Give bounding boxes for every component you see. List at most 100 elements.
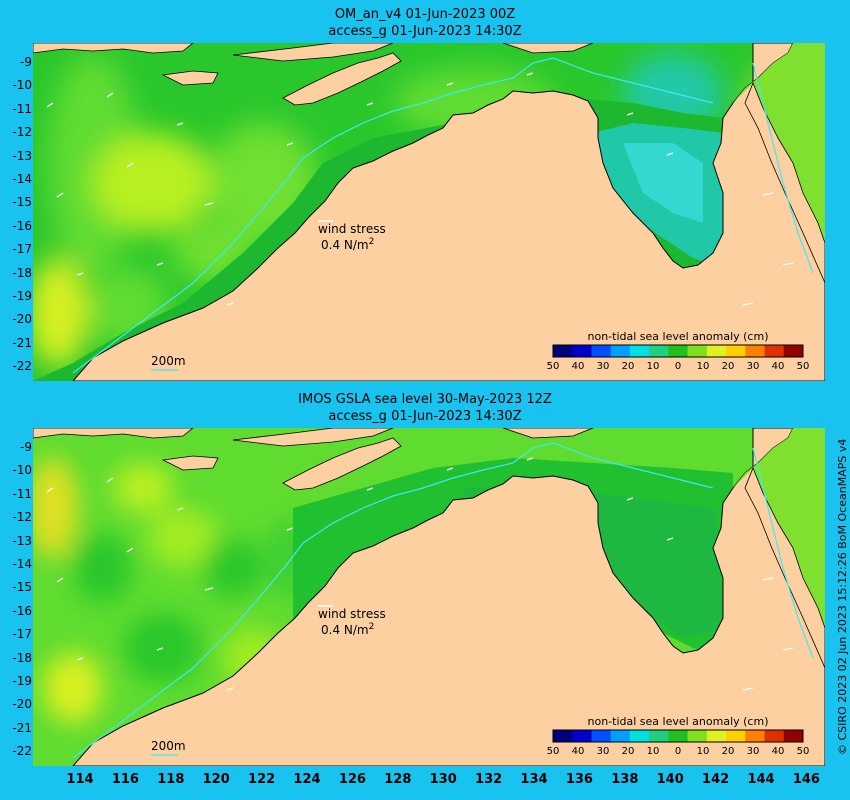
- bottom-title-line2: access_g 01-Jun-2023 14:30Z: [328, 409, 522, 424]
- longitude-label: 120: [202, 772, 230, 787]
- latitude-label: -15: [12, 580, 32, 595]
- bottom-map-svg: wind stress 0.4 N/m2 200m non-tidal sea …: [33, 428, 825, 766]
- bottom-map-panel: wind stress 0.4 N/m2 200m non-tidal sea …: [33, 428, 825, 766]
- longitude-label: 134: [520, 772, 548, 787]
- flores-island: [232, 43, 394, 62]
- latitude-label: -21: [12, 335, 32, 350]
- latitude-label: -9: [20, 440, 32, 454]
- latitude-label: -11: [12, 101, 32, 116]
- colorbar-tick-label: 0: [675, 746, 681, 757]
- australia-mainland: [72, 43, 825, 381]
- colorbar-tick-label: 40: [572, 361, 585, 372]
- colorbar-swatch: [706, 345, 727, 357]
- isobath-200m-east: [752, 62, 814, 274]
- isobath-200m-east: [752, 447, 814, 659]
- wind-stress-vectors: [46, 457, 794, 691]
- isobath-200m: [72, 442, 714, 759]
- latitude-label: -15: [12, 195, 32, 210]
- latitude-label: -12: [12, 125, 32, 140]
- colorbar-swatch: [668, 730, 689, 742]
- colorbar-swatch: [745, 730, 766, 742]
- colorbar-tick-label: 50: [797, 361, 810, 372]
- coral-sea-field: [733, 43, 825, 243]
- latitude-label: -22: [12, 744, 32, 759]
- timor-island: [282, 437, 402, 491]
- isobath-label: 200m: [151, 354, 186, 368]
- colorbar-swatch: [553, 345, 573, 357]
- wind-stress-label: wind stress: [318, 607, 386, 621]
- colorbar-tick-label: 10: [647, 361, 660, 372]
- longitude-label: 140: [656, 772, 684, 787]
- longitude-label: 126: [338, 772, 366, 787]
- latitude-label: -18: [12, 265, 32, 280]
- latitude-label: -16: [12, 218, 32, 233]
- colorbar-swatch: [687, 345, 708, 357]
- gulf-anomaly-core: [623, 143, 703, 223]
- longitude-label: 138: [611, 772, 639, 787]
- latitude-label: -21: [12, 720, 32, 735]
- latitude-label: -10: [12, 463, 32, 478]
- colorbar-swatch: [629, 345, 650, 357]
- colorbar-swatch: [783, 730, 804, 742]
- bottom-title-line1: IMOS GSLA sea level 30-May-2023 12Z: [298, 392, 552, 407]
- latitude-label: -13: [12, 148, 32, 163]
- colorbar-swatch: [745, 345, 766, 357]
- colorbar-border: [552, 729, 804, 743]
- latitude-label: -20: [12, 312, 32, 327]
- colorbar-tick-label: 10: [697, 361, 710, 372]
- colorbar-tick-label: 50: [547, 361, 560, 372]
- colorbar-swatch: [591, 730, 612, 742]
- latitude-label: -22: [12, 359, 32, 374]
- longitude-label: 116: [111, 772, 139, 787]
- colorbar-tick-label: 30: [597, 746, 610, 757]
- sumba-island: [161, 455, 219, 471]
- colorbar-tick-label: 20: [622, 746, 635, 757]
- longitude-label: 130: [429, 772, 457, 787]
- longitude-label: 132: [475, 772, 503, 787]
- colorbar-tick-label: 30: [747, 746, 760, 757]
- indonesian-islands: [33, 43, 194, 54]
- tanimbar-islands: [502, 428, 594, 439]
- colorbar-swatch: [572, 345, 592, 357]
- latitude-label: -11: [12, 486, 32, 501]
- longitude-label: 128: [384, 772, 412, 787]
- colorbar-border: [552, 344, 804, 358]
- longitude-label: 118: [157, 772, 185, 787]
- colorbar-swatch: [726, 345, 746, 357]
- colorbar-swatch: [629, 730, 650, 742]
- colorbar-swatch: [764, 730, 785, 742]
- coral-sea-field: [733, 428, 825, 628]
- longitude-label: 146: [792, 772, 820, 787]
- wind-stress-value: 0.4 N/m2: [321, 237, 374, 252]
- longitude-label: 144: [747, 772, 775, 787]
- cape-york: [744, 466, 825, 669]
- colorbar-tick-label: 50: [547, 746, 560, 757]
- isobath-200m: [72, 57, 714, 374]
- colorbar-tick-label: 40: [772, 746, 785, 757]
- colorbar-tick-label: 50: [797, 746, 810, 757]
- colorbar-swatch: [668, 345, 689, 357]
- latitude-label: -10: [12, 78, 32, 93]
- cape-york: [744, 81, 825, 284]
- latitude-label: -20: [12, 697, 32, 712]
- top-map-svg: wind stress 0.4 N/m2 200m non-tidal sea …: [33, 43, 825, 381]
- colorbar-swatch: [572, 730, 592, 742]
- longitude-label: 136: [565, 772, 593, 787]
- colorbar-tick-label: 20: [722, 746, 735, 757]
- colorbar-tick-label: 20: [622, 361, 635, 372]
- colorbar-tick-label: 10: [647, 746, 660, 757]
- australia-mainland: [72, 428, 825, 766]
- colorbar-title: non-tidal sea level anomaly (cm): [588, 330, 769, 343]
- latitude-label: -12: [12, 510, 32, 525]
- latitude-label: -14: [12, 172, 32, 186]
- top-title-line1: OM_an_v4 01-Jun-2023 00Z: [334, 7, 516, 22]
- latitude-label: -17: [12, 627, 32, 642]
- colorbar-tick-label: 30: [747, 361, 760, 372]
- latitude-label: -18: [12, 650, 32, 665]
- longitude-label: 122: [248, 772, 276, 787]
- tanimbar-islands: [502, 43, 594, 54]
- colorbar-title: non-tidal sea level anomaly (cm): [588, 715, 769, 728]
- colorbar-tick-label: 40: [772, 361, 785, 372]
- colorbar-tick-label: 40: [572, 746, 585, 757]
- colorbar-swatch: [610, 345, 631, 357]
